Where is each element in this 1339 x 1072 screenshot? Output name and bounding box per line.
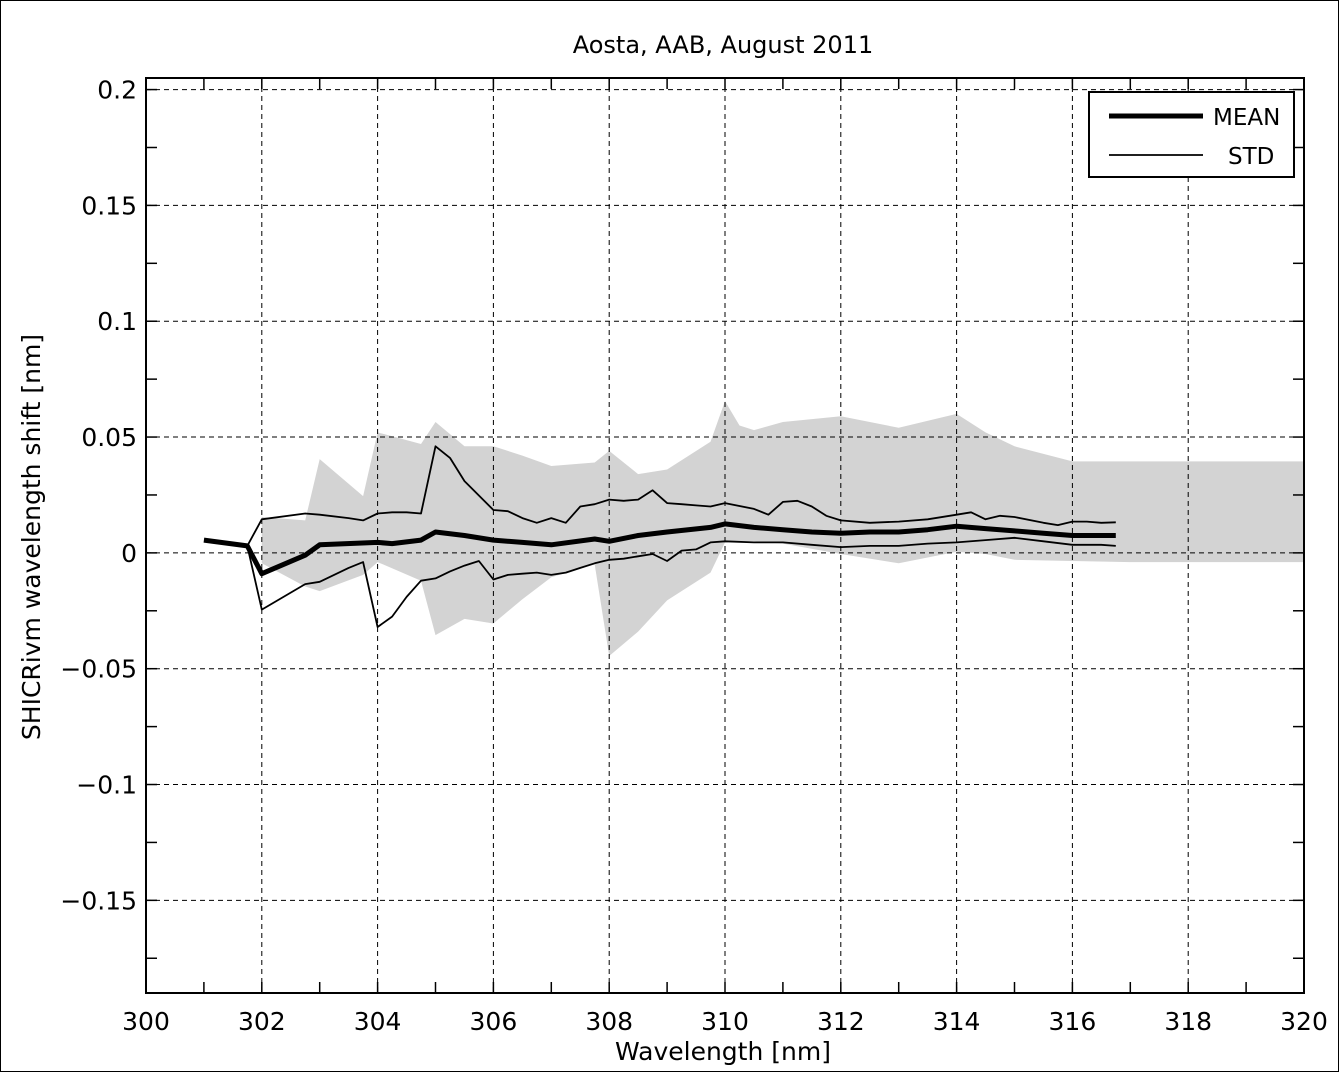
axes-layer — [145, 77, 1305, 994]
y-tick-label: 0 — [121, 539, 137, 568]
legend-std-label: STD — [1228, 144, 1274, 170]
y-tick-label: 0.1 — [97, 307, 137, 336]
chart-title: Aosta, AAB, August 2011 — [573, 31, 873, 59]
x-tick-label: 308 — [585, 1007, 633, 1036]
y-tick-label: 0.2 — [97, 76, 137, 105]
series-layer — [203, 445, 1116, 628]
x-tick-label: 300 — [122, 1007, 170, 1036]
y-tick-label: −0.05 — [60, 655, 137, 684]
grid-layer — [146, 78, 1304, 993]
y-axis-label: SHICRivm wavelength shift [nm] — [17, 334, 46, 740]
tick-label-layer: 300 302 304 306 308 310 312 314 316 318 320 0.2 0.15… — [60, 76, 1327, 1036]
x-axis-label: Wavelength [nm] — [615, 1037, 831, 1066]
legend-mean-label: MEAN — [1213, 105, 1280, 131]
y-tick-label: 0.15 — [81, 191, 137, 220]
x-tick-label: 306 — [470, 1007, 518, 1036]
legend-box — [1088, 91, 1295, 178]
y-tick-label: −0.1 — [76, 771, 137, 800]
legend: MEAN STD — [1088, 91, 1295, 178]
x-tick-label: 316 — [1049, 1007, 1097, 1036]
x-tick-label: 304 — [354, 1007, 402, 1036]
x-tick-label: 302 — [238, 1007, 286, 1036]
mean-line — [203, 521, 1116, 577]
y-tick-label: −0.15 — [60, 886, 137, 915]
std-lower-line — [246, 536, 1116, 628]
x-tick-label: 310 — [701, 1007, 749, 1036]
x-tick-label: 312 — [817, 1007, 865, 1036]
x-tick-label: 318 — [1164, 1007, 1212, 1036]
x-tick-label: 320 — [1280, 1007, 1328, 1036]
y-tick-label: 0.05 — [81, 423, 137, 452]
x-tick-label: 314 — [933, 1007, 981, 1036]
std-upper-line — [246, 445, 1116, 547]
